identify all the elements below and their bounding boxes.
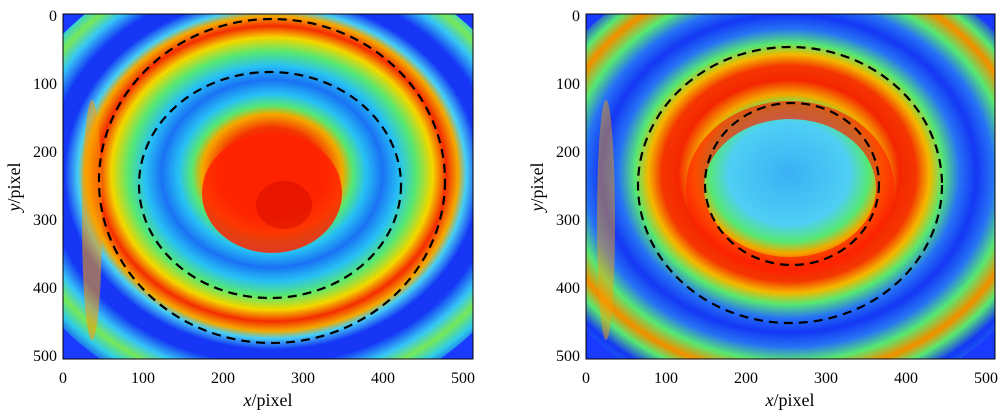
left-x-tick-label: 400: [371, 370, 395, 387]
left-panel: 0 100 200 300 400 500 y/pixel 0 100 200 …: [4, 8, 475, 410]
right-red-band: [686, 101, 894, 275]
right-x-tick-label: 300: [814, 370, 838, 387]
right-x-tick-label: 400: [894, 370, 918, 387]
left-y-axis-label: y/pixel: [4, 163, 24, 214]
right-x-tick-label: 100: [654, 370, 678, 387]
right-x-axis-unit: /pixel: [774, 390, 815, 410]
right-image: [586, 14, 995, 359]
right-y-tick-label: 300: [556, 212, 580, 229]
left-edge-fringe: [82, 100, 102, 340]
right-y-tick-label: 0: [572, 8, 580, 25]
left-image: [63, 14, 473, 359]
left-inner-dashed-circle: [137, 70, 403, 300]
left-x-axis-unit: /pixel: [252, 390, 293, 410]
left-y-axis-variable: y: [4, 204, 24, 214]
right-panel: 0 100 200 300 400 500 y/pixel 0 100 200 …: [527, 8, 998, 410]
left-hot-spot-core: [256, 181, 312, 229]
left-x-tick-label: 500: [451, 370, 475, 387]
right-x-axis-variable: x: [765, 390, 774, 410]
right-y-tick-label: 500: [556, 348, 580, 365]
left-x-tick-label: 0: [59, 370, 67, 387]
left-y-tick-label: 300: [33, 212, 57, 229]
right-y-axis: 0 100 200 300 400 500 y/pixel: [527, 8, 580, 365]
right-x-axis-label: x/pixel: [765, 390, 815, 410]
left-y-axis: 0 100 200 300 400 500 y/pixel: [4, 8, 57, 365]
right-axes-frame: [585, 13, 996, 360]
left-x-axis: 0 100 200 300 400 500 x/pixel: [59, 370, 475, 410]
right-x-axis: 0 100 200 300 400 500 x/pixel: [582, 370, 998, 410]
left-x-tick-label: 100: [131, 370, 155, 387]
left-x-tick-label: 300: [291, 370, 315, 387]
left-y-axis-unit: /pixel: [4, 163, 24, 204]
right-y-axis-unit: /pixel: [527, 163, 547, 204]
right-y-axis-label: y/pixel: [527, 163, 547, 214]
right-y-tick-label: 400: [556, 280, 580, 297]
left-y-tick-label: 100: [33, 76, 57, 93]
left-x-axis-variable: x: [243, 390, 252, 410]
right-fringe-pattern: [586, 14, 995, 359]
right-x-tick-label: 200: [734, 370, 758, 387]
right-x-tick-label: 0: [582, 370, 590, 387]
left-x-axis-label: x/pixel: [243, 390, 293, 410]
right-y-tick-label: 200: [556, 144, 580, 161]
right-x-tick-label: 500: [974, 370, 998, 387]
left-hot-spot: [202, 133, 342, 253]
left-x-tick-label: 200: [211, 370, 235, 387]
left-y-tick-label: 400: [33, 280, 57, 297]
right-y-axis-variable: y: [527, 204, 547, 214]
left-outer-dashed-circle: [97, 17, 447, 345]
right-y-tick-label: 100: [556, 76, 580, 93]
left-y-tick-label: 500: [33, 348, 57, 365]
left-y-tick-label: 0: [49, 8, 57, 25]
right-edge-fringe: [597, 100, 615, 340]
left-y-tick-label: 200: [33, 144, 57, 161]
left-axes-frame: [62, 13, 474, 360]
right-inner-dashed-circle: [703, 101, 881, 267]
right-outer-dashed-circle: [636, 45, 944, 325]
